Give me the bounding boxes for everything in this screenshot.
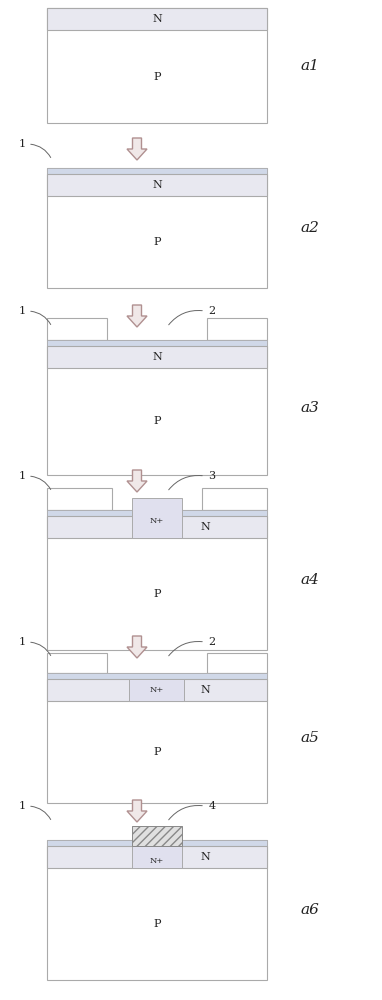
Text: N: N: [152, 14, 162, 24]
Text: N: N: [152, 180, 162, 190]
Bar: [47, 8, 267, 123]
Text: N: N: [201, 852, 210, 862]
Polygon shape: [127, 470, 147, 492]
Bar: [47, 346, 267, 368]
Text: P: P: [153, 237, 161, 247]
Text: P: P: [153, 589, 161, 599]
Text: N: N: [201, 685, 210, 695]
Text: 1: 1: [18, 139, 26, 149]
Bar: [47, 510, 267, 516]
Text: 1: 1: [18, 471, 26, 481]
Text: a6: a6: [300, 903, 319, 917]
Bar: [47, 679, 267, 701]
Bar: [132, 498, 182, 538]
Text: a5: a5: [300, 731, 319, 745]
Text: N+: N+: [150, 857, 164, 865]
Text: 2: 2: [209, 306, 215, 316]
Bar: [47, 846, 267, 868]
Text: N+: N+: [150, 686, 164, 694]
Text: a3: a3: [300, 400, 319, 414]
Bar: [202, 488, 267, 510]
Bar: [47, 174, 267, 196]
Bar: [47, 516, 267, 538]
Text: N: N: [152, 352, 162, 362]
Bar: [47, 653, 107, 673]
Text: 1: 1: [18, 801, 26, 811]
Polygon shape: [127, 305, 147, 327]
Bar: [47, 168, 267, 174]
Text: 2: 2: [209, 637, 215, 647]
Text: P: P: [153, 416, 161, 426]
Text: P: P: [153, 72, 161, 82]
Text: a4: a4: [300, 573, 319, 587]
Bar: [47, 168, 267, 288]
Bar: [207, 653, 267, 673]
Bar: [47, 488, 112, 510]
Bar: [47, 840, 267, 980]
Text: a1: a1: [300, 58, 319, 73]
Bar: [47, 673, 267, 803]
Text: 3: 3: [209, 471, 215, 481]
Bar: [47, 8, 267, 30]
Text: P: P: [153, 747, 161, 757]
Polygon shape: [127, 636, 147, 658]
Text: a2: a2: [300, 221, 319, 235]
Bar: [47, 840, 267, 846]
Polygon shape: [127, 800, 147, 822]
Bar: [132, 826, 182, 846]
Text: 4: 4: [209, 801, 215, 811]
Bar: [129, 679, 185, 701]
Polygon shape: [127, 138, 147, 160]
Bar: [47, 340, 267, 346]
Bar: [132, 846, 182, 868]
Text: N: N: [201, 522, 210, 532]
Text: 1: 1: [18, 306, 26, 316]
Bar: [47, 673, 267, 679]
Text: 1: 1: [18, 637, 26, 647]
Bar: [47, 340, 267, 475]
Bar: [47, 318, 107, 340]
Text: P: P: [153, 919, 161, 929]
Text: N+: N+: [150, 517, 164, 525]
Bar: [47, 510, 267, 650]
Bar: [207, 318, 267, 340]
